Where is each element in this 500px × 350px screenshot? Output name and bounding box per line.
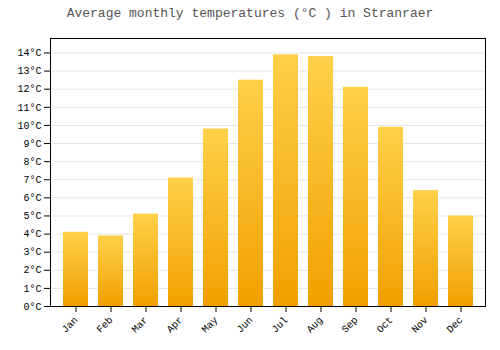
svg-text:13°C: 13°C (17, 66, 41, 77)
svg-text:Dec: Dec (445, 315, 466, 336)
svg-text:0°C: 0°C (23, 302, 41, 313)
svg-text:Jun: Jun (235, 315, 256, 336)
svg-text:Nov: Nov (410, 315, 431, 336)
svg-text:Sep: Sep (340, 315, 361, 336)
svg-text:2°C: 2°C (23, 265, 41, 276)
svg-text:7°C: 7°C (23, 175, 41, 186)
svg-text:Aug: Aug (305, 315, 326, 336)
svg-text:9°C: 9°C (23, 139, 41, 150)
svg-text:6°C: 6°C (23, 193, 41, 204)
svg-text:Mar: Mar (130, 315, 151, 336)
svg-text:1°C: 1°C (23, 284, 41, 295)
svg-text:14°C: 14°C (17, 48, 41, 59)
svg-text:Jul: Jul (270, 315, 291, 336)
svg-text:May: May (200, 315, 221, 336)
svg-text:Oct: Oct (375, 315, 396, 336)
svg-text:10°C: 10°C (17, 121, 41, 132)
svg-text:8°C: 8°C (23, 157, 41, 168)
svg-text:4°C: 4°C (23, 229, 41, 240)
svg-text:Apr: Apr (165, 315, 186, 336)
svg-text:5°C: 5°C (23, 211, 41, 222)
svg-text:Feb: Feb (95, 315, 116, 336)
svg-text:3°C: 3°C (23, 247, 41, 258)
svg-text:11°C: 11°C (17, 103, 41, 114)
svg-text:Jan: Jan (60, 315, 81, 336)
html-text:Average monthly temperatures (: Average monthly temperatures (°C ) in St… (66, 6, 434, 21)
svg-text:12°C: 12°C (17, 84, 41, 95)
